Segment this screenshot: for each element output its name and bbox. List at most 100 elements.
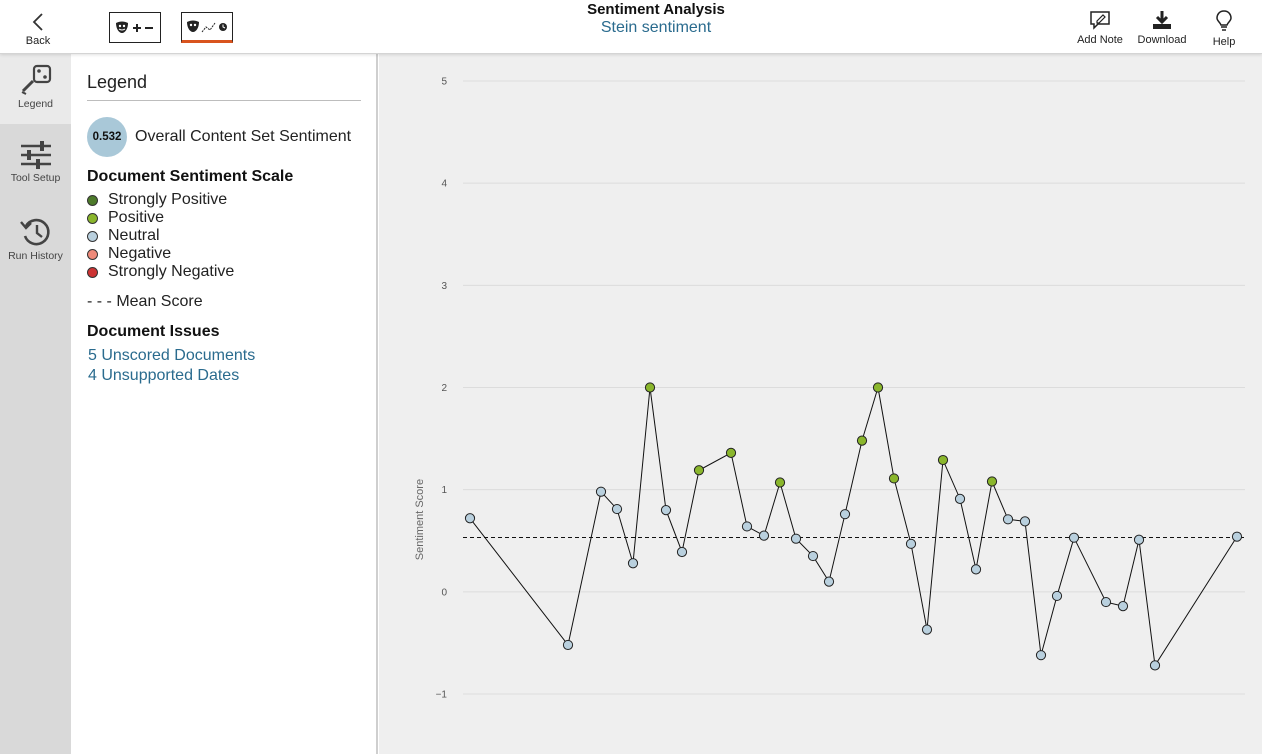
add-note-label: Add Note bbox=[1077, 34, 1123, 46]
left-rail: Legend Tool Setup Run History bbox=[0, 54, 71, 754]
data-point-neutral bbox=[921, 624, 933, 635]
data-point-neutral bbox=[1133, 534, 1145, 545]
scale-item-strongly-positive: Strongly Positive bbox=[87, 191, 234, 209]
strongly-negative-swatch bbox=[87, 266, 98, 278]
y-tick-label: 1 bbox=[441, 485, 447, 496]
legend-panel: Legend 0.532 Overall Content Set Sentime… bbox=[71, 54, 378, 754]
y-tick-label: −1 bbox=[436, 690, 448, 701]
sliders-icon bbox=[20, 141, 51, 169]
data-point-positive bbox=[725, 447, 737, 458]
scale-item-positive: Positive bbox=[87, 209, 234, 227]
sentiment-chart: 5 4 3 2 1 0 −1 Sentiment Score bbox=[414, 77, 1245, 701]
data-point-neutral bbox=[954, 493, 966, 504]
data-point-positive bbox=[644, 382, 656, 393]
data-point-neutral bbox=[611, 503, 623, 515]
scale-item-label: Strongly Positive bbox=[108, 191, 228, 208]
download-label: Download bbox=[1137, 34, 1187, 46]
data-point-neutral bbox=[823, 576, 835, 587]
data-point-neutral bbox=[1100, 596, 1112, 608]
y-tick-label: 4 bbox=[441, 179, 447, 190]
download-button[interactable]: Download bbox=[1135, 10, 1189, 46]
data-point-positive bbox=[986, 476, 998, 487]
data-point-neutral bbox=[1117, 601, 1129, 612]
rail-item-run-history-label: Run History bbox=[8, 250, 63, 262]
sentiment-timeline-mode-button[interactable] bbox=[181, 12, 233, 43]
unsupported-dates-link[interactable]: 4 Unsupported Dates bbox=[88, 367, 240, 384]
data-point-neutral bbox=[595, 486, 607, 497]
y-axis-label: Sentiment Score bbox=[414, 479, 426, 560]
data-point-neutral bbox=[741, 521, 753, 532]
y-tick-label: 0 bbox=[441, 587, 447, 598]
sentiment-scale-mode-button[interactable] bbox=[109, 12, 161, 43]
theater-masks-timeline-icon bbox=[187, 20, 227, 32]
sentiment-scale-list: Strongly Positive Positive Neutral Negat… bbox=[87, 191, 234, 281]
data-point-neutral bbox=[627, 558, 639, 569]
data-point-positive bbox=[693, 465, 705, 476]
neutral-swatch bbox=[87, 230, 98, 242]
app-header: Back Sentiment Analysis Stein sentiment … bbox=[0, 0, 1262, 54]
data-point-neutral bbox=[562, 639, 574, 651]
back-button[interactable]: Back bbox=[18, 8, 58, 48]
back-label: Back bbox=[25, 35, 51, 47]
data-point-positive bbox=[937, 454, 949, 466]
add-note-button[interactable]: Add Note bbox=[1074, 10, 1126, 46]
rail-item-legend-label: Legend bbox=[17, 98, 54, 110]
rail-item-run-history[interactable]: Run History bbox=[0, 206, 71, 276]
download-icon bbox=[1153, 11, 1171, 29]
scale-item-negative: Negative bbox=[87, 245, 234, 263]
data-point-neutral bbox=[1035, 650, 1047, 661]
page-title: Sentiment Analysis bbox=[587, 1, 725, 18]
data-point-neutral bbox=[839, 509, 851, 520]
negative-swatch bbox=[87, 248, 98, 260]
data-point-positive bbox=[872, 382, 884, 393]
data-point-neutral bbox=[1019, 516, 1031, 527]
data-point-positive bbox=[888, 473, 900, 484]
rail-item-tool-setup-label: Tool Setup bbox=[10, 172, 61, 184]
data-point-neutral bbox=[1002, 514, 1014, 525]
strongly-positive-swatch bbox=[87, 194, 98, 206]
chart-area: 5 4 3 2 1 0 −1 Sentiment Score bbox=[379, 54, 1262, 754]
y-tick-label: 3 bbox=[441, 281, 447, 292]
theater-masks-plus-minus-icon bbox=[116, 21, 153, 33]
data-point-neutral bbox=[464, 513, 476, 524]
legend-title: Legend bbox=[87, 72, 148, 92]
data-point-neutral bbox=[1231, 531, 1243, 542]
data-point-neutral bbox=[807, 550, 819, 562]
series-line bbox=[469, 387, 1238, 667]
scale-item-strongly-negative: Strongly Negative bbox=[87, 263, 234, 281]
data-point-positive bbox=[774, 477, 786, 488]
scale-heading: Document Sentiment Scale bbox=[87, 168, 294, 185]
note-edit-icon bbox=[1090, 11, 1110, 30]
data-point-neutral bbox=[790, 533, 802, 544]
scale-item-label: Strongly Negative bbox=[108, 263, 235, 280]
y-tick-label: 2 bbox=[441, 383, 447, 394]
scale-item-label: Positive bbox=[108, 209, 165, 226]
legend-divider bbox=[87, 100, 361, 101]
scale-item-label: Neutral bbox=[108, 227, 160, 244]
positive-swatch bbox=[87, 212, 98, 224]
rail-item-tool-setup[interactable]: Tool Setup bbox=[0, 130, 71, 200]
page-subtitle: Stein sentiment bbox=[600, 19, 712, 36]
help-button[interactable]: Help bbox=[1205, 10, 1243, 48]
scale-item-neutral: Neutral bbox=[87, 227, 234, 245]
data-point-neutral bbox=[676, 546, 688, 558]
unscored-documents-link[interactable]: 5 Unscored Documents bbox=[88, 347, 256, 364]
data-point-neutral bbox=[1149, 660, 1161, 671]
legend-icon bbox=[21, 64, 51, 95]
chevron-left-icon bbox=[32, 13, 43, 31]
data-point-neutral bbox=[970, 564, 982, 575]
overall-sentiment-value: 0.532 bbox=[87, 117, 127, 157]
data-point-neutral bbox=[1068, 532, 1080, 543]
y-tick-label: 5 bbox=[441, 77, 447, 88]
scale-item-label: Negative bbox=[108, 245, 172, 262]
history-icon bbox=[19, 218, 50, 246]
overall-sentiment: 0.532 Overall Content Set Sentiment bbox=[87, 117, 351, 157]
mean-score-key: - - - Mean Score bbox=[87, 293, 203, 310]
help-label: Help bbox=[1212, 36, 1236, 48]
issues-heading: Document Issues bbox=[87, 323, 220, 340]
data-point-positive bbox=[856, 435, 868, 446]
lightbulb-icon bbox=[1216, 10, 1232, 31]
data-point-neutral bbox=[660, 505, 672, 516]
data-point-neutral bbox=[905, 538, 917, 549]
rail-item-legend[interactable]: Legend bbox=[0, 54, 71, 124]
